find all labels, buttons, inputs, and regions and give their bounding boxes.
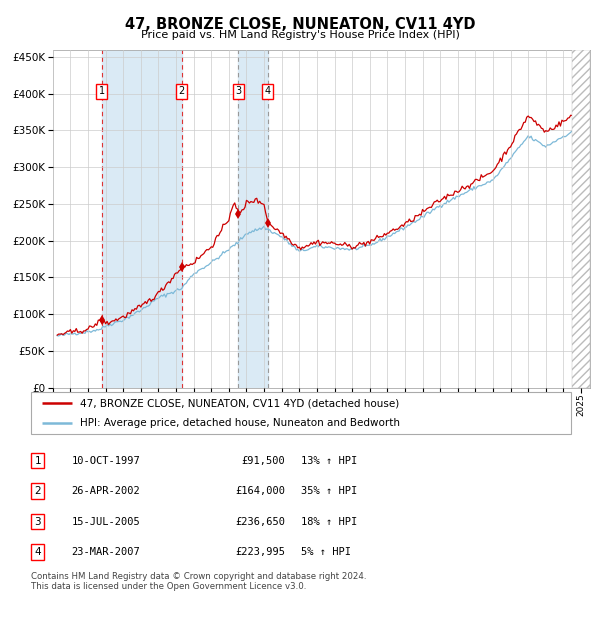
Text: 35% ↑ HPI: 35% ↑ HPI [301, 486, 358, 496]
Text: £91,500: £91,500 [241, 456, 285, 466]
Text: 10-OCT-1997: 10-OCT-1997 [72, 456, 140, 466]
Text: 13% ↑ HPI: 13% ↑ HPI [301, 456, 358, 466]
Text: 4: 4 [265, 86, 271, 97]
FancyBboxPatch shape [31, 392, 571, 434]
Text: 4: 4 [34, 547, 41, 557]
Text: HPI: Average price, detached house, Nuneaton and Bedworth: HPI: Average price, detached house, Nune… [80, 418, 400, 428]
Bar [572, 50, 590, 388]
Text: 1: 1 [34, 456, 41, 466]
Text: 23-MAR-2007: 23-MAR-2007 [72, 547, 140, 557]
Text: 47, BRONZE CLOSE, NUNEATON, CV11 4YD (detached house): 47, BRONZE CLOSE, NUNEATON, CV11 4YD (de… [80, 398, 399, 408]
Bar [102, 50, 182, 388]
Text: 47, BRONZE CLOSE, NUNEATON, CV11 4YD: 47, BRONZE CLOSE, NUNEATON, CV11 4YD [125, 17, 475, 32]
Text: 3: 3 [34, 516, 41, 526]
Bar [238, 50, 268, 388]
Text: Price paid vs. HM Land Registry's House Price Index (HPI): Price paid vs. HM Land Registry's House … [140, 30, 460, 40]
Bar [572, 50, 590, 388]
Text: 3: 3 [235, 86, 241, 97]
Text: £164,000: £164,000 [235, 486, 285, 496]
Text: 26-APR-2002: 26-APR-2002 [72, 486, 140, 496]
Text: £236,650: £236,650 [235, 516, 285, 526]
Text: 2: 2 [34, 486, 41, 496]
Text: 5% ↑ HPI: 5% ↑ HPI [301, 547, 351, 557]
Text: 2: 2 [179, 86, 185, 97]
Text: £223,995: £223,995 [235, 547, 285, 557]
Text: 15-JUL-2005: 15-JUL-2005 [72, 516, 140, 526]
Text: Contains HM Land Registry data © Crown copyright and database right 2024.
This d: Contains HM Land Registry data © Crown c… [31, 572, 367, 591]
Text: 1: 1 [98, 86, 105, 97]
Text: 18% ↑ HPI: 18% ↑ HPI [301, 516, 358, 526]
